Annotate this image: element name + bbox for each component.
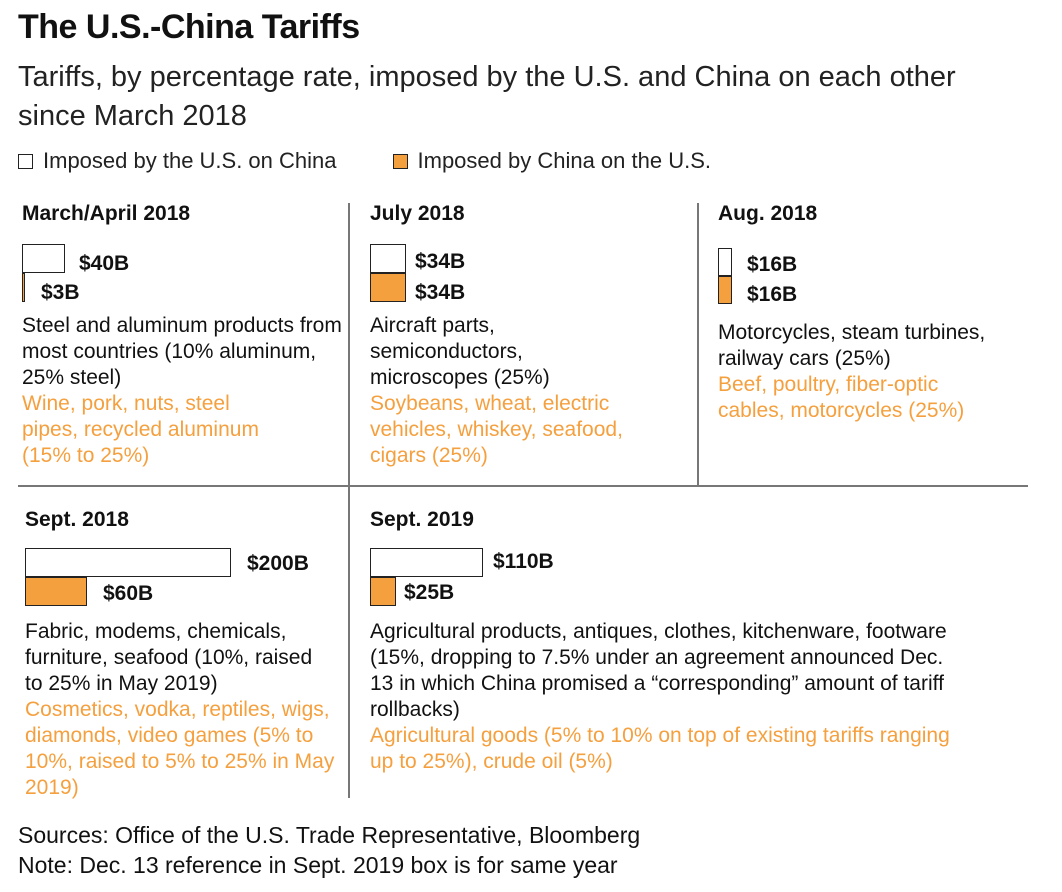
value-label-us: $40B: [79, 252, 130, 275]
panel-aug-2018: Aug. 2018 $16B $16B Motorcycles, steam t…: [718, 202, 1038, 477]
china-goods-text: Agricultural goods (5% to 10% on top of …: [370, 724, 950, 773]
divider-horizontal: [18, 485, 1028, 487]
panel-title: Sept. 2018: [25, 508, 129, 531]
bar-china: [370, 273, 407, 302]
footer: Sources: Office of the U.S. Trade Repres…: [18, 820, 640, 880]
legend-label-china: Imposed by China on the U.S.: [417, 148, 712, 173]
us-goods-text: Motorcycles, steam turbines, railway car…: [718, 321, 986, 370]
panel-sept-2019: Sept. 2019 $110B $25B Agricultural produ…: [370, 508, 1010, 798]
panel-title: July 2018: [370, 202, 465, 225]
bar-china: [370, 577, 396, 606]
value-label-china: $34B: [415, 281, 466, 304]
value-label-us: $16B: [747, 253, 798, 276]
panel-description: Motorcycles, steam turbines, railway car…: [718, 320, 1028, 424]
panel-description: Steel and aluminum products from most co…: [22, 313, 342, 469]
panel-title: March/April 2018: [22, 202, 191, 225]
legend: Imposed by the U.S. on China Imposed by …: [18, 148, 767, 174]
bar-us: [25, 548, 231, 577]
panel-description: Aircraft parts, semiconductors, microsco…: [370, 313, 655, 469]
value-label-china: $3B: [41, 281, 80, 304]
us-goods-text: Aircraft parts, semiconductors, microsco…: [370, 314, 550, 389]
value-label-us: $200B: [247, 552, 309, 575]
bar-china: [22, 273, 26, 302]
value-label-us: $110B: [493, 550, 554, 573]
panel-title: Aug. 2018: [718, 202, 818, 225]
us-goods-text: Fabric, modems, chemicals, furniture, se…: [25, 620, 313, 695]
note-text: Note: Dec. 13 reference in Sept. 2019 bo…: [18, 852, 618, 878]
panel-description: Fabric, modems, chemicals, furniture, se…: [25, 619, 340, 801]
legend-swatch-us: [18, 153, 33, 169]
legend-item-us: Imposed by the U.S. on China: [18, 148, 337, 174]
chart-title: The U.S.-China Tariffs: [18, 8, 360, 46]
divider-vertical-2: [697, 203, 699, 486]
bar-us: [22, 244, 65, 273]
panel-sept-2018: Sept. 2018 $200B $60B Fabric, modems, ch…: [25, 508, 340, 801]
china-goods-text: Wine, pork, nuts, steel pipes, recycled …: [22, 392, 259, 467]
bar-us: [370, 244, 407, 273]
bar-china: [718, 276, 732, 304]
divider-vertical-1: [348, 203, 350, 798]
us-goods-text: Steel and aluminum products from most co…: [22, 314, 342, 389]
china-goods-text: Beef, poultry, fiber-optic cables, motor…: [718, 373, 965, 422]
us-goods-text: Agricultural products, antiques, clothes…: [370, 620, 947, 721]
value-label-china: $16B: [747, 283, 798, 306]
sources-text: Sources: Office of the U.S. Trade Repres…: [18, 822, 641, 848]
china-goods-text: Cosmetics, vodka, reptiles, wigs, diamon…: [25, 698, 335, 799]
bar-china: [25, 577, 87, 606]
bar-us: [370, 548, 484, 577]
chart-subtitle: Tariffs, by percentage rate, imposed by …: [18, 61, 956, 132]
china-goods-text: Soybeans, wheat, electric vehicles, whis…: [370, 392, 623, 467]
legend-swatch-china: [392, 153, 408, 169]
panel-july-2018: July 2018 $34B $34B Aircraft parts, semi…: [370, 202, 690, 477]
panel-march-april-2018: March/April 2018 $40B $3B Steel and alum…: [22, 202, 342, 477]
value-label-china: $25B: [404, 581, 455, 604]
value-label-china: $60B: [103, 582, 154, 605]
legend-item-china: Imposed by China on the U.S.: [392, 148, 712, 174]
value-label-us: $34B: [415, 250, 466, 273]
panel-description: Agricultural products, antiques, clothes…: [370, 619, 970, 775]
bar-us: [718, 248, 732, 276]
legend-label-us: Imposed by the U.S. on China: [43, 148, 337, 173]
panel-title: Sept. 2019: [370, 508, 474, 531]
